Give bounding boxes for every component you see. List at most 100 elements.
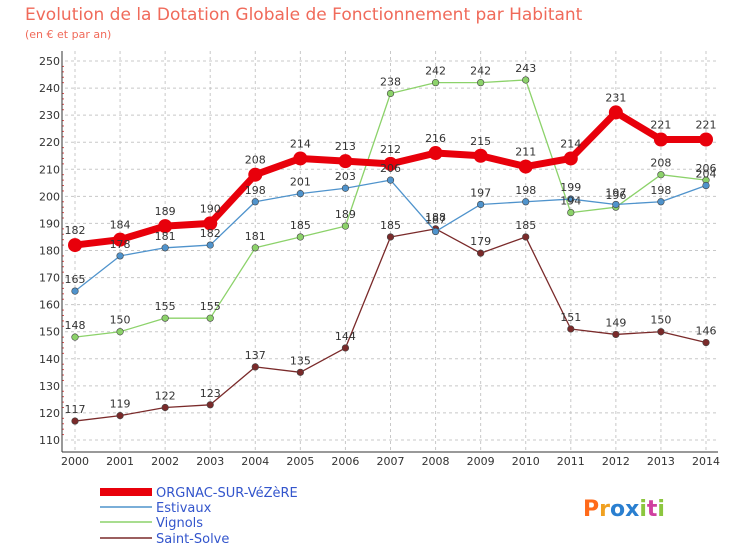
data-label: 182 [200,227,221,240]
data-point [699,132,713,147]
data-point [567,325,575,333]
data-label: 150 [650,314,671,327]
y-tick-label: 180 [39,245,60,258]
data-point [477,79,485,87]
y-tick-label: 190 [39,217,60,230]
y-tick-label: 130 [39,380,60,393]
data-label: 212 [380,143,401,156]
data-label: 214 [560,137,581,150]
x-tick-label: 2012 [602,455,630,468]
data-label: 199 [560,181,581,194]
data-label: 165 [65,273,86,286]
grid [65,51,716,452]
y-tick-label: 170 [39,272,60,285]
data-point [386,233,395,241]
data-label: 206 [696,162,717,175]
data-label: 203 [335,170,356,183]
data-point [116,412,124,420]
data-label: 243 [515,62,536,75]
data-label: 187 [425,214,446,227]
data-label: 117 [65,403,86,416]
data-point [296,368,304,376]
data-point [657,171,665,179]
x-tick-label: 2014 [692,455,720,468]
data-label: 185 [290,219,311,232]
data-point [71,417,79,425]
data-point [653,132,668,147]
data-point [161,403,169,412]
data-label: 144 [335,330,356,343]
data-point [657,198,665,206]
data-labels: 117 119 122 123 137 135 144 185 188 179 185 151 149 1… [65,62,717,416]
data-point [341,222,350,230]
data-point [338,154,353,169]
data-point [702,338,710,347]
data-label: 190 [200,202,221,215]
data-label: 155 [155,300,176,313]
data-point [71,333,79,341]
data-point [477,200,485,209]
legend-label: Estivaux [156,501,212,516]
axes: 110 120 130 140 150 160 170 180 190 200 210 220 230 2… [39,51,720,468]
data-point [248,167,263,182]
data-label: 201 [290,176,311,189]
legend: ORGNAC-SUR-VéZèREEstivauxVignolsSaint-So… [100,486,298,547]
data-point [563,151,578,166]
data-point [567,195,575,203]
data-label: 179 [470,235,491,248]
data-point [203,216,218,231]
y-tick-label: 110 [39,434,60,447]
x-tick-label: 2001 [106,455,134,468]
data-label: 197 [470,186,491,199]
data-point [293,151,308,166]
data-label: 150 [110,314,131,327]
logo-letter: t [647,497,658,522]
y-tick-label: 140 [39,353,60,366]
data-label: 242 [470,65,491,78]
data-point [428,146,443,161]
data-label: 123 [200,387,221,400]
data-label: 119 [110,398,131,411]
data-label: 181 [155,230,176,243]
data-label: 146 [696,325,717,338]
data-label: 122 [155,390,176,403]
data-point [386,176,395,184]
x-tick-label: 2008 [422,455,450,468]
data-label: 208 [245,154,266,167]
data-label: 204 [696,168,717,181]
data-label: 242 [425,65,446,78]
x-tick-label: 2000 [61,455,89,468]
y-tick-label: 240 [39,82,60,95]
chart-subtitle: (en € et par an) [25,28,111,41]
data-label: 178 [110,238,131,251]
data-label: 184 [110,219,131,232]
data-point [341,344,350,352]
data-point [386,89,395,98]
legend-label: Vignols [156,516,203,531]
x-tick-label: 2003 [196,455,224,468]
data-point [477,249,485,257]
data-point [383,156,398,171]
data-label: 181 [245,230,266,243]
data-point [161,314,169,322]
x-tick-label: 2011 [557,455,585,468]
data-point [251,363,259,371]
x-tick-label: 2004 [241,455,269,468]
data-point [473,148,488,163]
x-tick-label: 2007 [377,455,405,468]
data-label: 198 [245,184,266,197]
x-tick-label: 2006 [331,455,359,468]
logo-letter: x [625,497,639,522]
data-label: 135 [290,354,311,367]
data-point [612,330,620,339]
data-point [608,105,623,120]
data-label: 216 [425,132,446,145]
y-tick-label: 160 [39,299,60,312]
data-point [161,244,169,252]
data-label: 185 [380,219,401,232]
proxiti-logo: Proxiti [583,497,665,522]
data-point [68,238,82,253]
data-label: 197 [605,186,626,199]
data-label: 194 [560,195,581,208]
